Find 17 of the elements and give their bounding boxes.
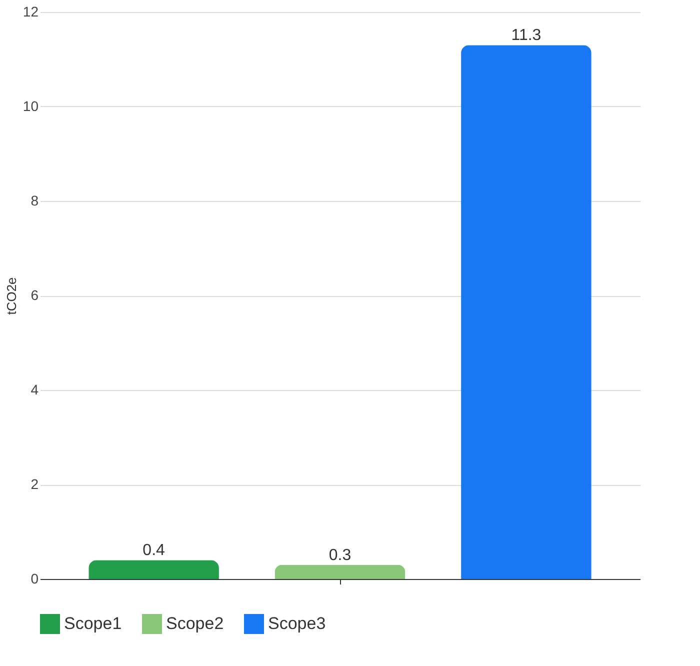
- data-label: 11.3: [511, 27, 542, 44]
- data-label: 0.4: [142, 542, 166, 560]
- data-label: 0.3: [328, 546, 352, 564]
- legend-label: Scope2: [166, 614, 224, 633]
- bar: [274, 564, 406, 579]
- bar: [461, 45, 592, 579]
- legend-label: Scope3: [268, 614, 326, 633]
- y-tick-label: 2: [30, 476, 39, 492]
- y-tick-label: 10: [22, 98, 39, 114]
- y-tick-label: 8: [30, 192, 39, 208]
- y-tick-label: 12: [22, 4, 39, 20]
- y-tick-label: 4: [30, 382, 39, 398]
- y-tick-label: 0: [30, 570, 39, 586]
- y-axis-title: tCO2e: [4, 277, 19, 315]
- y-tick-label: 6: [30, 287, 39, 303]
- bar: [88, 560, 219, 579]
- legend-label: Scope1: [64, 614, 122, 633]
